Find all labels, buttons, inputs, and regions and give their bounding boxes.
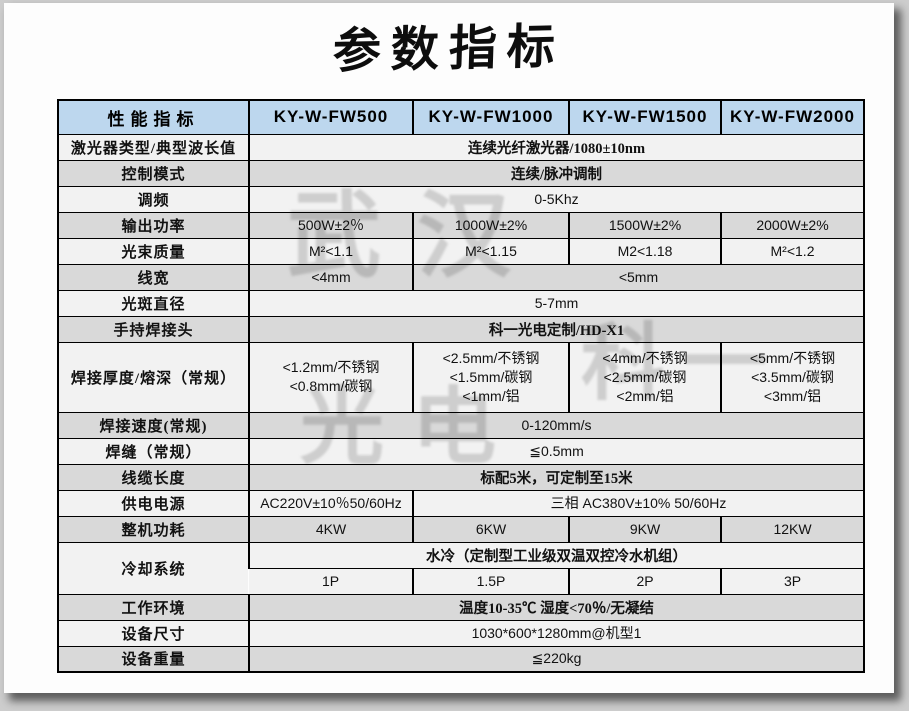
value-cell: 2P — [568, 567, 721, 594]
value-line: <2.5mm/不锈钢 — [442, 349, 540, 366]
value-line: <1.2mm/不锈钢 — [282, 359, 380, 375]
value-cell: 1500W±2% — [568, 211, 721, 238]
value-cell: 3P — [720, 567, 864, 594]
spec-table: 性能指标 KY-W-FW500 KY-W-FW1000 KY-W-FW1500 KY-W… — [57, 99, 865, 673]
row-label: 手持焊接头 — [58, 315, 249, 342]
value-line: <2mm/铝 — [616, 387, 674, 404]
table-row: 焊接速度(常规) 0-120mm/s — [58, 411, 864, 438]
value-cell: 三相 AC380V±10% 50/60Hz — [412, 489, 864, 516]
value-cell: M2<1.18 — [568, 237, 721, 264]
table-row: 线宽 <4mm <5mm — [58, 263, 864, 290]
value-cell: ≦0.5mm — [248, 437, 864, 464]
row-label: 线宽 — [58, 263, 249, 290]
value-cell: 水冷（定制型工业级双温双控冷水机组） — [248, 541, 864, 568]
value-cell: 科一光电定制/HD-X1 — [248, 315, 864, 342]
column-header-model: KY-W-FW500 — [248, 99, 413, 134]
table-row: 输出功率 500W±2％ 1000W±2% 1500W±2% 2000W±2% — [58, 211, 864, 238]
table-row: 设备重量 ≦220kg — [58, 645, 864, 672]
page-title: 参数指标 — [331, 18, 566, 80]
value-cell: 500W±2％ — [248, 211, 413, 238]
column-header-model: KY-W-FW1000 — [412, 99, 569, 134]
table-row: 控制模式 连续/脉冲调制 — [58, 159, 864, 186]
value-cell: 1P — [249, 567, 413, 594]
table-row: 1P 1.5P 2P 3P — [58, 567, 864, 594]
row-label: 激光器类型/典型波长值 — [58, 133, 249, 160]
value-cell: AC220V±10％50/60Hz — [248, 489, 413, 516]
column-header-model: KY-W-FW1500 — [568, 99, 721, 134]
value-cell: 连续光纤激光器/1080±10nm — [248, 133, 864, 160]
value-cell: <2.5mm/不锈钢 <1.5mm/碳钢 <1mm/铝 — [412, 341, 569, 412]
value-line: <1.5mm/碳钢 — [449, 368, 533, 385]
value-cell: 2000W±2% — [720, 211, 864, 238]
row-label: 线缆长度 — [58, 463, 249, 490]
value-cell: 连续/脉冲调制 — [248, 159, 864, 186]
value-line: <1mm/铝 — [462, 387, 520, 404]
value-cell: M²<1.1 — [248, 237, 413, 264]
row-label: 调频 — [58, 185, 249, 212]
column-header-model: KY-W-FW2000 — [720, 99, 864, 134]
value-cell: 1030*600*1280mm@机型1 — [248, 619, 864, 646]
value-cell: ≦220kg — [248, 645, 864, 672]
table-row: 整机功耗 4KW 6KW 9KW 12KW — [58, 515, 864, 542]
row-label: 焊接速度(常规) — [58, 411, 249, 438]
value-cell: 12KW — [720, 515, 864, 542]
value-cell: 0-5Khz — [248, 185, 864, 212]
value-cell: <4mm — [248, 263, 413, 290]
row-label: 光束质量 — [58, 237, 249, 264]
row-label: 输出功率 — [58, 211, 249, 238]
value-cell: 温度10-35℃ 湿度<70％/无凝结 — [248, 593, 864, 620]
value-line: <3.5mm/碳钢 — [751, 368, 834, 385]
table-row: 线缆长度 标配5米，可定制至15米 — [58, 463, 864, 490]
value-line: <0.8mm/碳钢 — [289, 378, 373, 394]
value-cell: 标配5米，可定制至15米 — [248, 463, 864, 490]
table-row: 设备尺寸 1030*600*1280mm@机型1 — [58, 619, 864, 646]
value-line: <4mm/不锈钢 — [602, 349, 688, 366]
value-cell: 1000W±2% — [412, 211, 569, 238]
value-cell: 1.5P — [412, 567, 569, 594]
document-page: 参数指标 武汉 科一 光电 性能指标KY-W-FW500KY-W-FW1000K… — [4, 3, 894, 693]
row-label: 焊缝（常规） — [58, 437, 249, 464]
value-cell: <4mm/不锈钢 <2.5mm/碳钢 <2mm/铝 — [568, 341, 721, 412]
table-row: 冷却系统 水冷（定制型工业级双温双控冷水机组） — [58, 541, 864, 594]
value-cell: 6KW — [412, 515, 569, 542]
value-cell: 0-120mm/s — [248, 411, 864, 438]
row-label: 控制模式 — [58, 159, 249, 186]
row-label: 整机功耗 — [58, 515, 249, 542]
value-cell: 5-7mm — [248, 289, 864, 316]
table-row: 光束质量 M²<1.1 M²<1.15 M2<1.18 M²<1.2 — [58, 237, 864, 264]
table-row: 激光器类型/典型波长值 连续光纤激光器/1080±10nm — [58, 133, 864, 160]
row-label: 设备重量 — [58, 645, 249, 672]
table-row: 焊缝（常规） ≦0.5mm — [58, 437, 864, 464]
spec-table-body: 激光器类型/典型波长值 连续光纤激光器/1080±10nm 控制模式 连续/脉冲调制调… — [58, 133, 864, 672]
table-row: 焊接厚度/熔深（常规） <1.2mm/不锈钢 <0.8mm/碳钢 <2.5mm/不锈钢… — [58, 341, 864, 412]
table-row: 供电电源 AC220V±10％50/60Hz 三相 AC380V±10% 50/60… — [58, 489, 864, 516]
value-line: <5mm/不锈钢 — [749, 349, 836, 366]
header-row: 性能指标 KY-W-FW500 KY-W-FW1000 KY-W-FW1500 KY-W… — [58, 99, 864, 134]
row-label: 光斑直径 — [58, 289, 249, 316]
table-row: 调频 0-5Khz — [58, 185, 864, 212]
row-label: 焊接厚度/熔深（常规） — [58, 341, 249, 412]
value-cell: <5mm/不锈钢 <3.5mm/碳钢 <3mm/铝 — [720, 341, 864, 412]
value-line: <3mm/铝 — [763, 387, 822, 404]
row-label: 工作环境 — [58, 593, 249, 620]
table-row: 手持焊接头 科一光电定制/HD-X1 — [58, 315, 864, 342]
column-header-performance: 性能指标 — [58, 99, 249, 134]
value-cell: <1.2mm/不锈钢 <0.8mm/碳钢 — [248, 341, 413, 412]
table-row: 工作环境 温度10-35℃ 湿度<70％/无凝结 — [58, 593, 864, 620]
value-cell: M²<1.15 — [412, 237, 569, 264]
row-label: 供电电源 — [58, 489, 249, 516]
row-label: 设备尺寸 — [58, 619, 249, 646]
row-label: 冷却系统 — [58, 541, 249, 594]
spec-table-header: 性能指标 KY-W-FW500 KY-W-FW1000 KY-W-FW1500 KY-W… — [58, 99, 864, 134]
table-row: 光斑直径 5-7mm — [58, 289, 864, 316]
value-line: <2.5mm/碳钢 — [603, 368, 687, 385]
value-cell: 9KW — [568, 515, 721, 542]
value-cell: M²<1.2 — [720, 237, 864, 264]
value-cell: <5mm — [412, 263, 864, 290]
value-cell: 4KW — [248, 515, 413, 542]
